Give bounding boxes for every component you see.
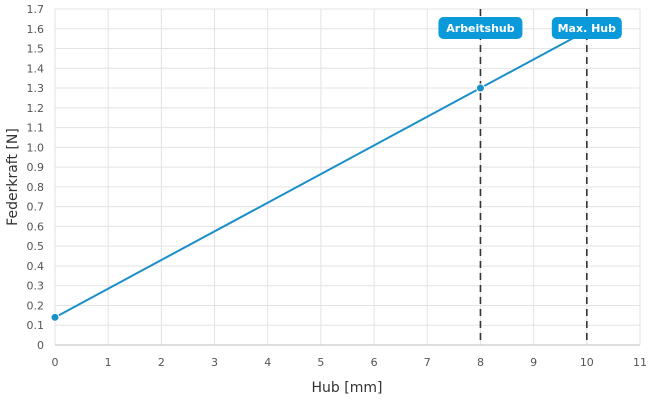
x-axis-label: Hub [mm] — [312, 380, 383, 396]
x-tick-label: 7 — [424, 356, 431, 369]
y-tick-label: 0.4 — [27, 260, 45, 273]
x-tick-label: 11 — [633, 356, 647, 369]
reference-label: Arbeitshub — [446, 22, 515, 35]
data-point — [50, 312, 60, 322]
reference-lines — [479, 9, 588, 345]
y-tick-label: 1.5 — [27, 43, 45, 56]
x-tick-label: 1 — [105, 356, 112, 369]
x-tick-label: 6 — [371, 356, 378, 369]
y-tick-label: 1.1 — [27, 122, 45, 135]
x-tick-label: 2 — [158, 356, 165, 369]
reference-badges: Arbeitshub Max. Hub — [438, 17, 622, 39]
y-tick-label: 0.6 — [27, 220, 45, 233]
y-tick-label: 1.4 — [27, 62, 45, 75]
y-tick-label: 1.2 — [27, 102, 45, 115]
reference-label: Max. Hub — [558, 22, 617, 35]
y-tick-label: 0.7 — [27, 201, 45, 214]
x-tick-label: 5 — [317, 356, 324, 369]
y-tick-labels: 0 0.1 0.2 0.3 0.4 0.5 0.6 0.7 0.8 0.9 1.0 1.1 1.2 1.3… — [27, 3, 45, 352]
x-tick-label: 4 — [264, 356, 271, 369]
y-tick-label: 0 — [37, 339, 44, 352]
grid — [54, 8, 641, 346]
y-tick-label: 1.6 — [27, 23, 45, 36]
y-tick-label: 1.7 — [27, 3, 45, 16]
series-layer — [50, 29, 588, 322]
y-tick-label: 0.1 — [27, 319, 45, 332]
y-tick-label: 1.3 — [27, 82, 45, 95]
x-tick-label: 3 — [211, 356, 218, 369]
y-tick-label: 0.8 — [27, 181, 45, 194]
y-axis-label: Federkraft [N] — [5, 128, 21, 226]
y-tick-label: 0.9 — [27, 161, 45, 174]
y-tick-label: 1.0 — [27, 141, 45, 154]
x-tick-labels: 0 1 2 3 4 5 6 7 8 9 10 11 — [52, 356, 648, 369]
y-tick-label: 0.5 — [27, 240, 45, 253]
x-tick-label: 8 — [477, 356, 484, 369]
x-tick-label: 0 — [52, 356, 59, 369]
x-tick-label: 9 — [530, 356, 537, 369]
data-point — [475, 83, 485, 93]
reference-badge — [551, 17, 622, 39]
x-tick-label: 10 — [580, 356, 594, 369]
y-tick-label: 0.3 — [27, 280, 45, 293]
series-line — [54, 29, 588, 319]
y-tick-label: 0.2 — [27, 299, 45, 312]
reference-badge — [438, 17, 523, 39]
